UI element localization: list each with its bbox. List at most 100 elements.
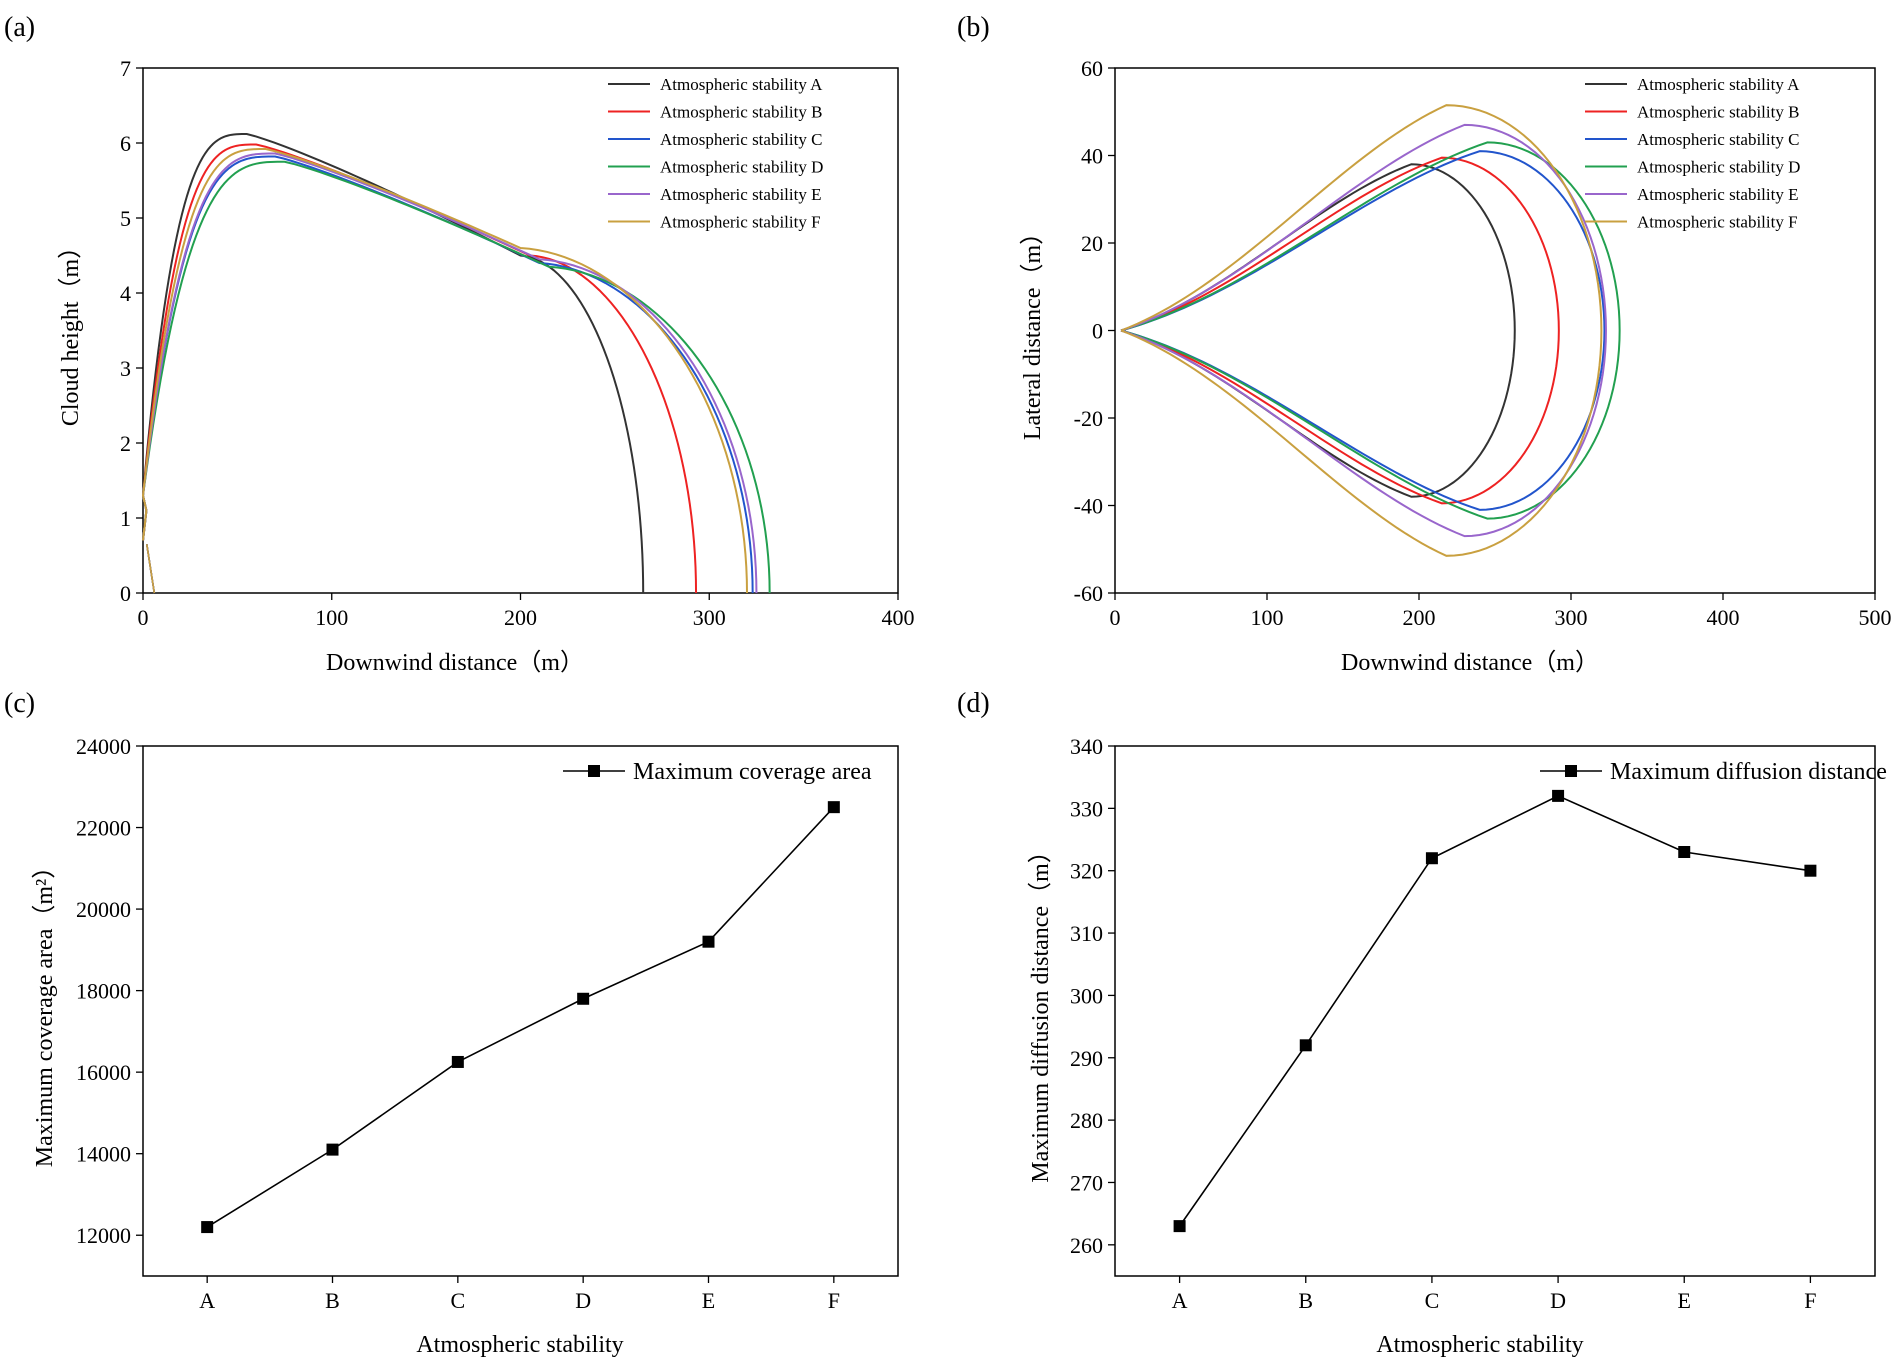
legend-label: Atmospheric stability B xyxy=(1637,103,1799,122)
legend-label: Atmospheric stability F xyxy=(1637,213,1798,232)
x-axis-title: Atmospheric stability xyxy=(416,1332,623,1358)
x-tick-label: 500 xyxy=(1859,605,1892,630)
y-tick-label: 310 xyxy=(1070,921,1103,946)
x-tick-label: F xyxy=(1804,1288,1816,1313)
legend-label: Atmospheric stability B xyxy=(660,103,822,122)
x-tick-label: C xyxy=(1425,1288,1440,1313)
y-tick-label: 60 xyxy=(1081,56,1103,81)
x-tick-label: 0 xyxy=(138,605,149,630)
x-tick-label: E xyxy=(702,1288,715,1313)
y-tick-label: 2 xyxy=(120,431,131,456)
legend-marker xyxy=(588,765,600,777)
legend-label: Atmospheric stability F xyxy=(660,213,821,232)
x-tick-label: B xyxy=(1298,1288,1313,1313)
series-line xyxy=(1120,123,1607,538)
data-point xyxy=(1173,1220,1186,1233)
y-axis-title: Maximum diffusion distance（m） xyxy=(1028,839,1054,1183)
x-tick-label: C xyxy=(450,1288,465,1313)
legend-label: Atmospheric stability C xyxy=(1637,130,1799,149)
y-axis-title: Maximum coverage area（m²） xyxy=(32,855,58,1167)
y-tick-label: 3 xyxy=(120,356,131,381)
y-tick-label: 5 xyxy=(120,206,131,231)
y-tick-label: 340 xyxy=(1070,734,1103,759)
x-tick-label: D xyxy=(575,1288,591,1313)
x-tick-label: 400 xyxy=(882,605,915,630)
series-line xyxy=(1120,141,1621,520)
y-tick-label: 40 xyxy=(1081,144,1103,169)
y-tick-label: 24000 xyxy=(76,734,131,759)
y-tick-label: 290 xyxy=(1070,1046,1103,1071)
data-point xyxy=(577,992,590,1005)
x-tick-label: A xyxy=(199,1288,215,1313)
data-point xyxy=(201,1221,214,1234)
y-tick-label: 7 xyxy=(120,56,131,81)
x-tick-label: A xyxy=(1172,1288,1188,1313)
x-tick-label: F xyxy=(828,1288,840,1313)
y-tick-label: 4 xyxy=(120,281,131,306)
x-tick-label: 200 xyxy=(1403,605,1436,630)
y-tick-label: 270 xyxy=(1070,1170,1103,1195)
data-point xyxy=(451,1055,464,1068)
x-axis-title: Downwind distance（m） xyxy=(1341,650,1599,676)
panel-b: (b) Downwind distance（m） Lateral distance（… xyxy=(957,12,1892,676)
y-tick-label: 20000 xyxy=(76,897,131,922)
data-point xyxy=(827,801,840,814)
y-tick-label: 330 xyxy=(1070,796,1103,821)
y-axis-title: Lateral distance（m） xyxy=(1020,221,1046,440)
x-tick-label: B xyxy=(325,1288,340,1313)
y-tick-label: 6 xyxy=(120,131,131,156)
legend-label: Maximum coverage area xyxy=(633,759,872,785)
legend-label: Atmospheric stability D xyxy=(1637,158,1800,177)
plot-frame xyxy=(142,745,899,1277)
y-tick-label: 14000 xyxy=(76,1142,131,1167)
x-tick-label: 100 xyxy=(315,605,348,630)
data-point xyxy=(1552,789,1565,802)
x-tick-label: E xyxy=(1678,1288,1691,1313)
panel-label: (b) xyxy=(957,12,990,43)
panel-label: (d) xyxy=(957,688,990,719)
x-axis-title: Downwind distance（m） xyxy=(326,650,584,676)
y-tick-label: 18000 xyxy=(76,979,131,1004)
data-point xyxy=(1299,1039,1312,1052)
legend-label: Atmospheric stability E xyxy=(1637,185,1798,204)
panel-label: (a) xyxy=(4,12,35,43)
legend-label: Atmospheric stability D xyxy=(660,158,823,177)
y-tick-label: 300 xyxy=(1070,983,1103,1008)
x-axis-title: Atmospheric stability xyxy=(1376,1332,1583,1358)
series-line xyxy=(1120,104,1603,557)
y-tick-label: 16000 xyxy=(76,1060,131,1085)
y-tick-label: 0 xyxy=(120,581,131,606)
data-point xyxy=(326,1143,339,1156)
x-tick-label: D xyxy=(1550,1288,1566,1313)
y-tick-label: 260 xyxy=(1070,1233,1103,1258)
plot-frame xyxy=(1114,745,1876,1277)
legend-label: Atmospheric stability A xyxy=(660,75,823,94)
y-tick-label: 20 xyxy=(1081,231,1103,256)
series-line xyxy=(1178,794,1811,1227)
y-tick-label: 280 xyxy=(1070,1108,1103,1133)
panel-d: (d) Atmospheric stability Maximum diffusio… xyxy=(957,688,1887,1358)
legend-label: Maximum diffusion distance xyxy=(1610,759,1887,785)
data-point xyxy=(1425,852,1438,865)
y-tick-label: 1 xyxy=(120,506,131,531)
panel-label: (c) xyxy=(4,688,35,719)
x-tick-label: 100 xyxy=(1251,605,1284,630)
legend-label: Atmospheric stability C xyxy=(660,130,822,149)
y-tick-label: -20 xyxy=(1074,406,1103,431)
y-tick-label: 320 xyxy=(1070,859,1103,884)
series-stem xyxy=(145,544,156,594)
x-tick-label: 300 xyxy=(693,605,726,630)
y-tick-label: -60 xyxy=(1074,581,1103,606)
legend-label: Atmospheric stability A xyxy=(1637,75,1800,94)
series-line xyxy=(141,152,758,594)
panel-a: (a) Downwind distance（m） Cloud height（m） 0 1… xyxy=(4,12,915,676)
series-line xyxy=(141,143,698,594)
y-tick-label: -40 xyxy=(1074,494,1103,519)
x-tick-label: 0 xyxy=(1110,605,1121,630)
x-tick-label: 400 xyxy=(1707,605,1740,630)
data-point xyxy=(702,935,715,948)
legend-marker xyxy=(1565,765,1577,777)
y-tick-label: 22000 xyxy=(76,816,131,841)
